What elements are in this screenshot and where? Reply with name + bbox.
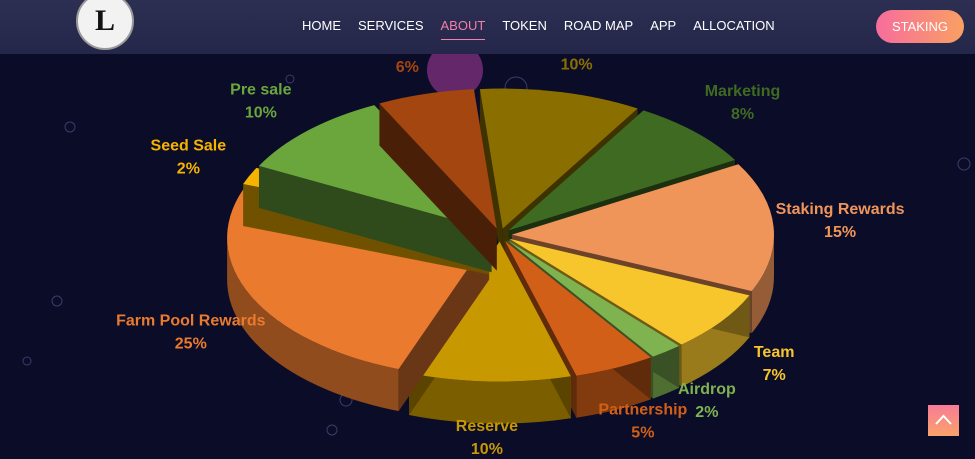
nav-link[interactable]: APP [650, 18, 677, 33]
slice-top [508, 110, 735, 231]
slice-label: Team [754, 344, 795, 361]
slice-value: 10% [561, 57, 593, 74]
nav-link[interactable]: TOKEN [502, 18, 547, 33]
nav-link[interactable]: ABOUT [440, 18, 486, 40]
slice-side [227, 237, 399, 412]
slice-top [379, 89, 497, 229]
scroll-top-button[interactable] [928, 405, 959, 436]
nav-link[interactable]: ALLOCATION [693, 18, 775, 33]
slice-label: Pre sale [230, 81, 291, 98]
slice-top [507, 240, 680, 357]
slice-value: 10% [471, 441, 503, 458]
slice-value: 25% [175, 336, 207, 353]
nav-link[interactable]: SERVICES [358, 18, 424, 33]
slice-top [511, 164, 774, 292]
slice-label: Staking Rewards [776, 201, 905, 218]
nav-link[interactable]: ROAD MAP [563, 18, 634, 33]
slice-value: 5% [631, 424, 654, 441]
slice-label: Marketing [705, 83, 781, 100]
slice-value: 10% [245, 104, 277, 121]
nav-links: HOME SERVICES ABOUT TOKEN ROAD MAP APP ALLOCAT… [302, 18, 775, 40]
slice-side [751, 234, 774, 334]
slice-label: Reserve [456, 418, 518, 435]
slice-value: 2% [695, 404, 718, 421]
slice-label: Airdrop [678, 381, 736, 398]
slice-top [505, 240, 651, 376]
slice-value: 6% [396, 59, 419, 76]
arrow-icon [935, 414, 952, 425]
slice-top [479, 88, 638, 229]
slice-side [409, 372, 571, 424]
slice-value: 7% [763, 367, 786, 384]
slice-value: 8% [731, 106, 754, 123]
slice-value: 15% [824, 224, 856, 241]
nav-bar: L HOME SERVICES ABOUT TOKEN ROAD MAP APP ALLOC… [0, 0, 975, 54]
staking-button[interactable]: STAKING [876, 10, 964, 43]
nav-link[interactable]: HOME [302, 18, 341, 33]
slice-cut [479, 89, 503, 271]
pie-slice [379, 89, 497, 271]
slice-label: Seed Sale [151, 138, 227, 155]
background-dots [22, 42, 971, 436]
slice-cut [258, 165, 492, 273]
slice-cut [398, 237, 490, 412]
logo[interactable]: L [76, 0, 134, 50]
slice-cut [379, 103, 497, 271]
slice-top [509, 238, 750, 345]
slice-top [409, 241, 571, 382]
slice-value: 2% [177, 161, 200, 178]
slice-label: Farm Pool Rewards [116, 313, 265, 330]
slice-label: Partnership [598, 401, 687, 418]
